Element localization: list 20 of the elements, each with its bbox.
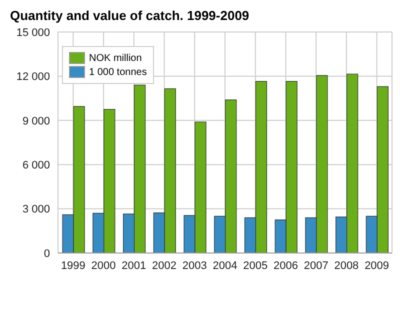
y-tick-label: 6 000 — [22, 160, 50, 172]
x-tick-label: 2006 — [273, 260, 298, 272]
y-tick-label: 0 — [44, 248, 50, 260]
x-tick-label: 2005 — [243, 260, 268, 272]
x-tick-label: 2003 — [182, 260, 207, 272]
x-tick-label: 2007 — [304, 260, 328, 272]
x-tick-label: 2008 — [334, 260, 359, 272]
x-tick-label: 2001 — [122, 260, 146, 272]
y-tick-label: 3 000 — [22, 204, 50, 216]
chart-title: Quantity and value of catch. 1999-2009 — [10, 8, 250, 25]
legend-label: 1 000 tonnes — [89, 66, 147, 78]
y-tick-label: 15 000 — [16, 26, 50, 39]
x-tick-label: 1999 — [60, 260, 86, 272]
y-tick-label: 12 000 — [16, 71, 50, 84]
x-tick-label: 2004 — [212, 260, 238, 272]
legend-label: NOK million — [89, 52, 142, 64]
y-tick-label: 9 000 — [22, 115, 50, 128]
x-tick-label: 2009 — [364, 260, 390, 272]
x-tick-label: 2002 — [152, 260, 177, 272]
x-tick-label: 2000 — [91, 260, 116, 272]
